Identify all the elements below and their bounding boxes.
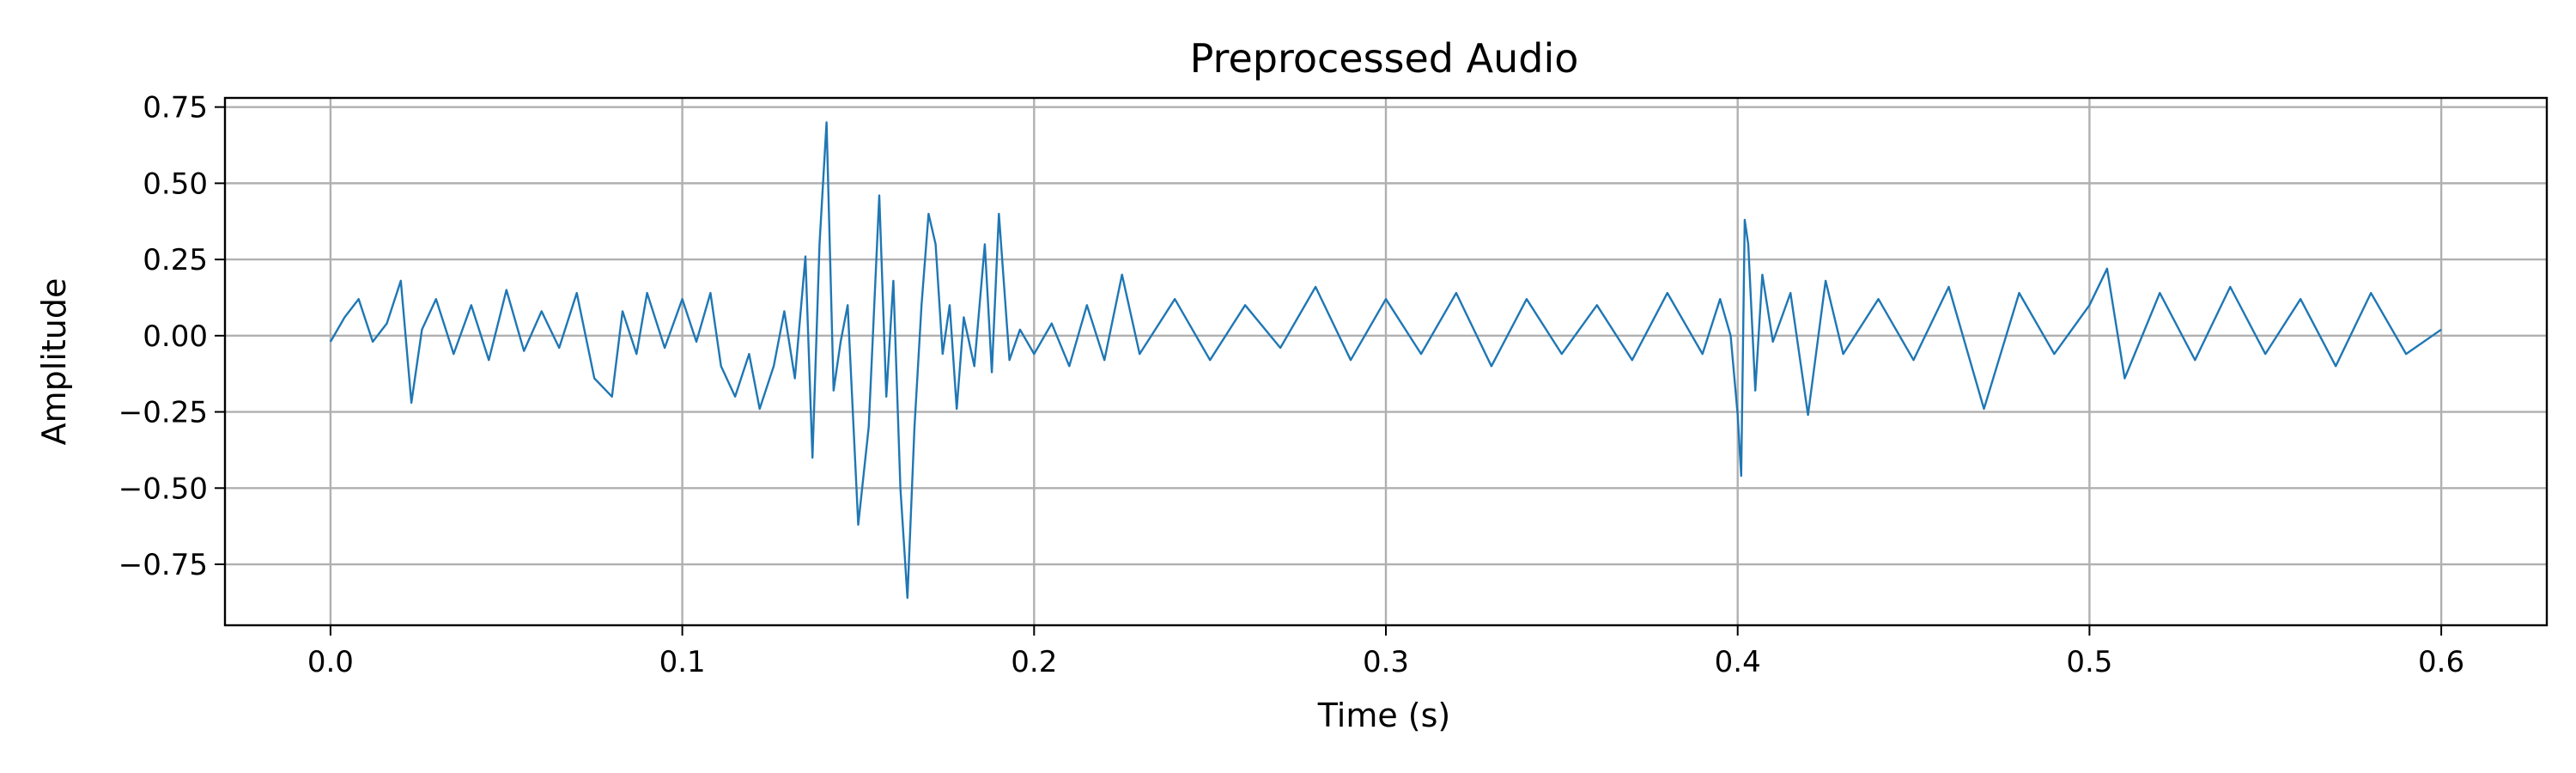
y-tick-label: 0.00 [143, 320, 208, 354]
grid [225, 98, 2547, 625]
x-tick-label: 0.5 [2066, 645, 2112, 679]
x-tick-label: 0.4 [1715, 645, 1761, 679]
chart-title: Preprocessed Audio [1190, 35, 1579, 82]
x-tick-label: 0.0 [307, 645, 354, 679]
y-tick-label: −0.25 [118, 396, 208, 430]
x-axis-title: Time (s) [1317, 697, 1451, 734]
y-tick-label: 0.50 [143, 167, 208, 201]
y-tick-label: −0.75 [118, 548, 208, 582]
x-tick-label: 0.1 [659, 645, 706, 679]
y-tick-label: −0.50 [118, 472, 208, 506]
x-tick-label: 0.2 [1011, 645, 1057, 679]
y-tick-label: 0.75 [143, 91, 208, 125]
x-tick-label: 0.3 [1363, 645, 1409, 679]
x-tick-label: 0.6 [2418, 645, 2464, 679]
x-axis: 0.0 0.1 0.2 0.3 0.4 0.5 0.6 [307, 625, 2464, 679]
plot-area [329, 121, 2442, 600]
y-tick-label: 0.25 [143, 243, 208, 277]
y-axis: 0.75 0.50 0.25 0.00 −0.25 −0.50 −0.75 [118, 91, 225, 582]
waveform-line [329, 121, 2442, 600]
y-axis-title: Amplitude [35, 278, 73, 446]
